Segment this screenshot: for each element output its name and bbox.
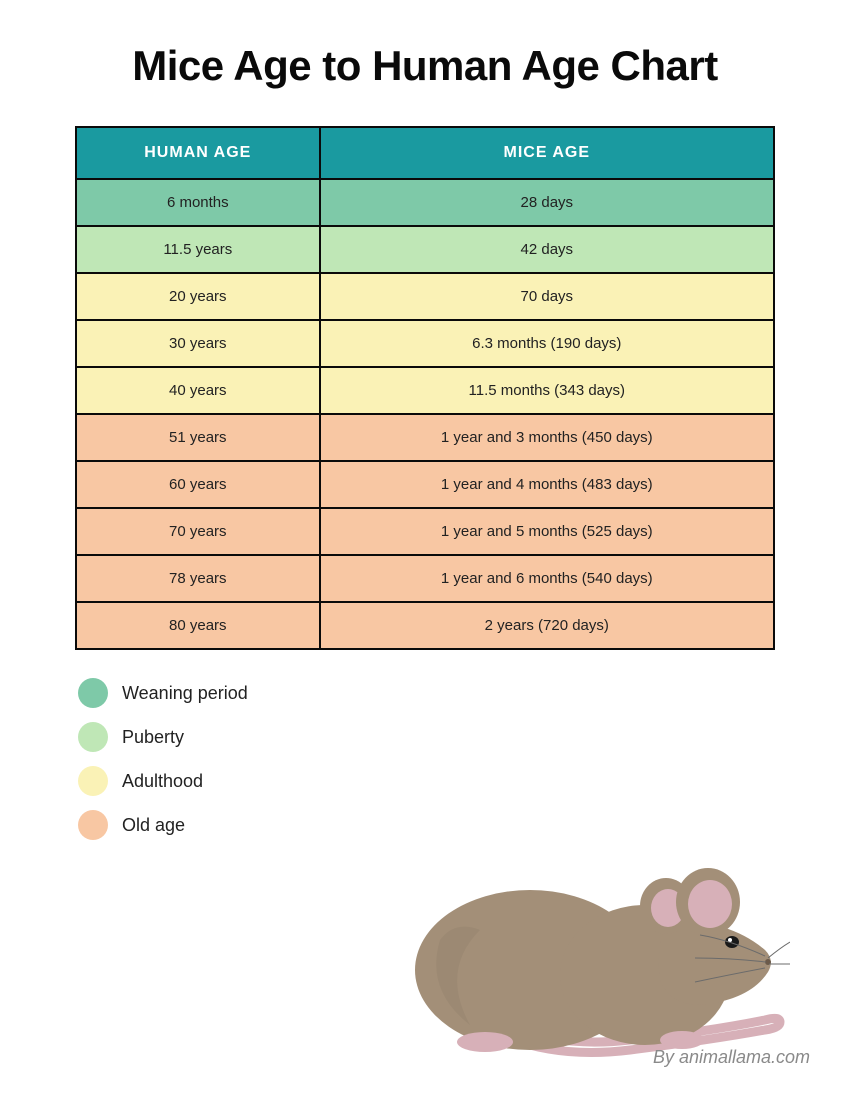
- legend-label: Adulthood: [122, 771, 203, 792]
- table-row: 20 years70 days: [77, 272, 773, 319]
- credit-text: By animallama.com: [653, 1047, 810, 1068]
- cell-mice-age: 70 days: [321, 274, 773, 319]
- cell-mice-age: 11.5 months (343 days): [321, 368, 773, 413]
- legend-swatch: [78, 810, 108, 840]
- cell-human-age: 70 years: [77, 509, 321, 554]
- legend-label: Puberty: [122, 727, 184, 748]
- column-header-mice: MICE AGE: [321, 128, 773, 178]
- table-row: 11.5 years42 days: [77, 225, 773, 272]
- legend-item: Puberty: [78, 722, 850, 752]
- table-body: 6 months28 days11.5 years42 days20 years…: [77, 178, 773, 648]
- table-row: 6 months28 days: [77, 178, 773, 225]
- cell-human-age: 60 years: [77, 462, 321, 507]
- legend-swatch: [78, 722, 108, 752]
- cell-mice-age: 1 year and 5 months (525 days): [321, 509, 773, 554]
- table-row: 30 years6.3 months (190 days): [77, 319, 773, 366]
- cell-human-age: 78 years: [77, 556, 321, 601]
- cell-human-age: 40 years: [77, 368, 321, 413]
- table-row: 40 years11.5 months (343 days): [77, 366, 773, 413]
- legend-label: Old age: [122, 815, 185, 836]
- table-row: 80 years2 years (720 days): [77, 601, 773, 648]
- legend-item: Adulthood: [78, 766, 850, 796]
- mouse-eye: [725, 936, 739, 948]
- cell-human-age: 30 years: [77, 321, 321, 366]
- cell-human-age: 11.5 years: [77, 227, 321, 272]
- legend-item: Weaning period: [78, 678, 850, 708]
- column-header-human: HUMAN AGE: [77, 128, 321, 178]
- cell-human-age: 51 years: [77, 415, 321, 460]
- cell-mice-age: 2 years (720 days): [321, 603, 773, 648]
- cell-human-age: 80 years: [77, 603, 321, 648]
- mouse-illustration: [370, 830, 790, 1070]
- cell-mice-age: 1 year and 3 months (450 days): [321, 415, 773, 460]
- page-title: Mice Age to Human Age Chart: [0, 0, 850, 90]
- legend-swatch: [78, 678, 108, 708]
- legend-label: Weaning period: [122, 683, 248, 704]
- table-row: 78 years1 year and 6 months (540 days): [77, 554, 773, 601]
- table-header: HUMAN AGE MICE AGE: [77, 128, 773, 178]
- cell-human-age: 6 months: [77, 180, 321, 225]
- cell-mice-age: 1 year and 6 months (540 days): [321, 556, 773, 601]
- table-row: 51 years1 year and 3 months (450 days): [77, 413, 773, 460]
- age-table: HUMAN AGE MICE AGE 6 months28 days11.5 y…: [75, 126, 775, 650]
- legend-swatch: [78, 766, 108, 796]
- mouse-hind-foot: [457, 1032, 513, 1052]
- cell-human-age: 20 years: [77, 274, 321, 319]
- table-row: 70 years1 year and 5 months (525 days): [77, 507, 773, 554]
- cell-mice-age: 1 year and 4 months (483 days): [321, 462, 773, 507]
- table-row: 60 years1 year and 4 months (483 days): [77, 460, 773, 507]
- cell-mice-age: 28 days: [321, 180, 773, 225]
- cell-mice-age: 42 days: [321, 227, 773, 272]
- cell-mice-age: 6.3 months (190 days): [321, 321, 773, 366]
- legend: Weaning period Puberty Adulthood Old age: [78, 678, 850, 840]
